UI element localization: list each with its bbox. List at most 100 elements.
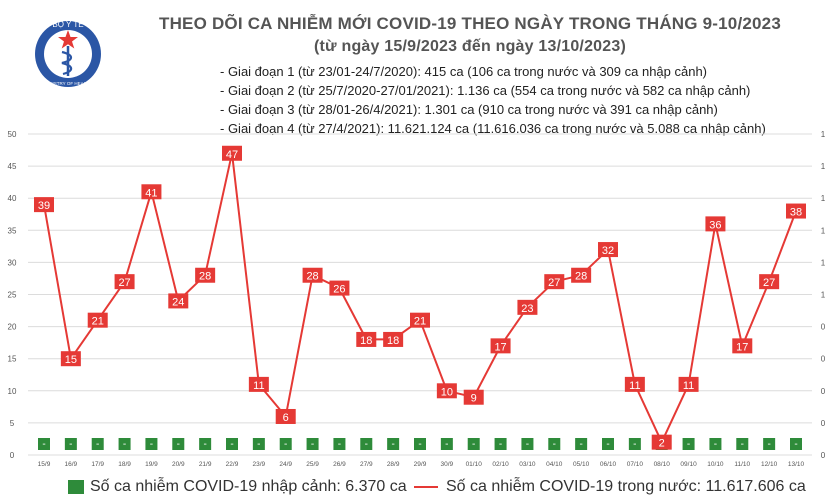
data-label: 27 bbox=[118, 277, 130, 289]
data-label-box bbox=[571, 267, 592, 283]
x-tick-label: 07/10 bbox=[627, 461, 644, 468]
bar-imported-label: - bbox=[553, 439, 556, 450]
data-label-box bbox=[651, 434, 672, 450]
data-label-box bbox=[248, 376, 269, 392]
y-tick-label: 50 bbox=[8, 130, 17, 139]
data-label: 15 bbox=[65, 354, 77, 366]
x-tick-label: 04/10 bbox=[546, 461, 563, 468]
data-label: 11 bbox=[629, 380, 640, 392]
data-label: 23 bbox=[521, 303, 533, 315]
data-label: 21 bbox=[414, 316, 426, 328]
bar-imported-label: - bbox=[203, 439, 206, 450]
bar-imported bbox=[602, 438, 614, 450]
ministry-of-health-logo: BỘ Y TẾ MINISTRY OF HEALTH bbox=[35, 19, 101, 87]
x-tick-label: 17/9 bbox=[91, 461, 104, 468]
data-label-box bbox=[383, 331, 404, 347]
data-label: 17 bbox=[736, 341, 748, 353]
x-tick-label: 05/10 bbox=[573, 461, 590, 468]
data-label-box bbox=[329, 280, 350, 296]
data-label-box bbox=[705, 216, 726, 232]
bar-imported-label: - bbox=[633, 439, 636, 450]
bar-imported bbox=[575, 438, 588, 450]
bar-imported bbox=[682, 438, 695, 450]
bar-imported-label: - bbox=[499, 439, 502, 450]
bar-imported-label: - bbox=[96, 439, 99, 450]
data-label: 28 bbox=[199, 271, 211, 283]
bar-imported bbox=[199, 438, 212, 450]
bar-imported-label: - bbox=[687, 439, 690, 450]
y-tick-label: 40 bbox=[8, 194, 17, 203]
x-tick-label: 11/10 bbox=[734, 461, 750, 468]
bar-imported bbox=[414, 438, 426, 450]
data-label-box bbox=[168, 293, 189, 309]
period-summary-list: - Giai đoạn 1 (từ 23/01-24/7/2020): 415 … bbox=[220, 62, 766, 138]
y-right-tick-label: 0 bbox=[821, 387, 826, 396]
bar-imported bbox=[709, 438, 722, 450]
bar-imported-label: - bbox=[42, 439, 45, 450]
y-tick-label: 30 bbox=[8, 258, 17, 267]
x-tick-label: 21/9 bbox=[199, 461, 212, 468]
y-tick-label: 35 bbox=[8, 226, 17, 235]
x-tick-label: 02/10 bbox=[492, 461, 509, 468]
bar-imported bbox=[118, 438, 131, 450]
logo-text-bottom: MINISTRY OF HEALTH bbox=[44, 81, 92, 86]
data-label: 26 bbox=[333, 284, 345, 296]
data-label-box bbox=[275, 408, 296, 424]
y-tick-label: 25 bbox=[8, 291, 17, 300]
y-tick-label: 10 bbox=[8, 387, 17, 396]
bar-imported bbox=[387, 438, 400, 450]
data-label-box bbox=[759, 274, 780, 290]
chart-subtitle: (từ ngày 15/9/2023 đến ngày 13/10/2023) bbox=[314, 38, 626, 55]
bar-imported bbox=[145, 438, 158, 450]
x-tick-label: 03/10 bbox=[519, 461, 536, 468]
data-label: 27 bbox=[548, 277, 560, 289]
bar-imported bbox=[360, 438, 373, 450]
bar-imported-label: - bbox=[579, 439, 582, 450]
y-right-tick-label: 0 bbox=[821, 451, 826, 460]
bar-imported bbox=[763, 438, 776, 450]
legend-item-imported: Số ca nhiễm COVID-19 nhập cảnh: 6.370 ca bbox=[68, 478, 407, 496]
data-label: 11 bbox=[253, 380, 264, 392]
bar-imported-label: - bbox=[741, 439, 744, 450]
x-tick-label: 12/10 bbox=[761, 461, 778, 468]
bar-imported bbox=[440, 438, 453, 450]
legend-label-domestic: Số ca nhiễm COVID-19 trong nước: 11.617.… bbox=[446, 478, 806, 495]
data-label-box bbox=[490, 338, 511, 354]
legend-item-domestic: Số ca nhiễm COVID-19 trong nước: 11.617.… bbox=[414, 478, 806, 496]
data-label: 24 bbox=[172, 296, 184, 308]
y-right-tick-label: 0 bbox=[821, 419, 826, 428]
bar-imported bbox=[548, 438, 561, 450]
data-label: 28 bbox=[306, 271, 318, 283]
bar-imported-label: - bbox=[418, 439, 421, 450]
x-tick-label: 06/10 bbox=[600, 461, 617, 468]
period-summary-item: - Giai đoạn 3 (từ 28/01-26/4/2021): 1.30… bbox=[220, 102, 718, 117]
data-label: 32 bbox=[602, 245, 614, 257]
data-label: 21 bbox=[92, 316, 104, 328]
x-tick-label: 29/9 bbox=[414, 461, 427, 468]
bar-imported-label: - bbox=[311, 439, 314, 450]
bar-imported bbox=[736, 438, 749, 450]
data-label-box bbox=[732, 338, 753, 354]
bar-imported bbox=[252, 438, 265, 450]
data-label: 28 bbox=[575, 271, 587, 283]
data-label-box bbox=[410, 312, 430, 328]
bar-imported-label: - bbox=[606, 439, 609, 450]
period-summary-item: - Giai đoạn 4 (từ 27/4/2021): 11.621.124… bbox=[220, 121, 766, 136]
bar-imported bbox=[38, 438, 50, 450]
bar-imported bbox=[333, 438, 346, 450]
data-label: 6 bbox=[283, 412, 289, 424]
y-tick-label: 5 bbox=[10, 419, 15, 428]
x-tick-label: 16/9 bbox=[65, 461, 78, 468]
data-label: 39 bbox=[38, 200, 50, 212]
y-tick-label: 0 bbox=[10, 451, 15, 460]
data-label-box bbox=[356, 331, 377, 347]
x-tick-label: 28/9 bbox=[387, 461, 400, 468]
y-tick-label: 45 bbox=[8, 162, 17, 171]
data-label-box bbox=[463, 389, 484, 405]
bar-imported-label: - bbox=[714, 439, 717, 450]
data-label-box bbox=[786, 203, 806, 219]
data-label: 36 bbox=[709, 219, 721, 231]
x-tick-label: 10/10 bbox=[707, 461, 724, 468]
legend-swatch-domestic bbox=[414, 486, 438, 488]
